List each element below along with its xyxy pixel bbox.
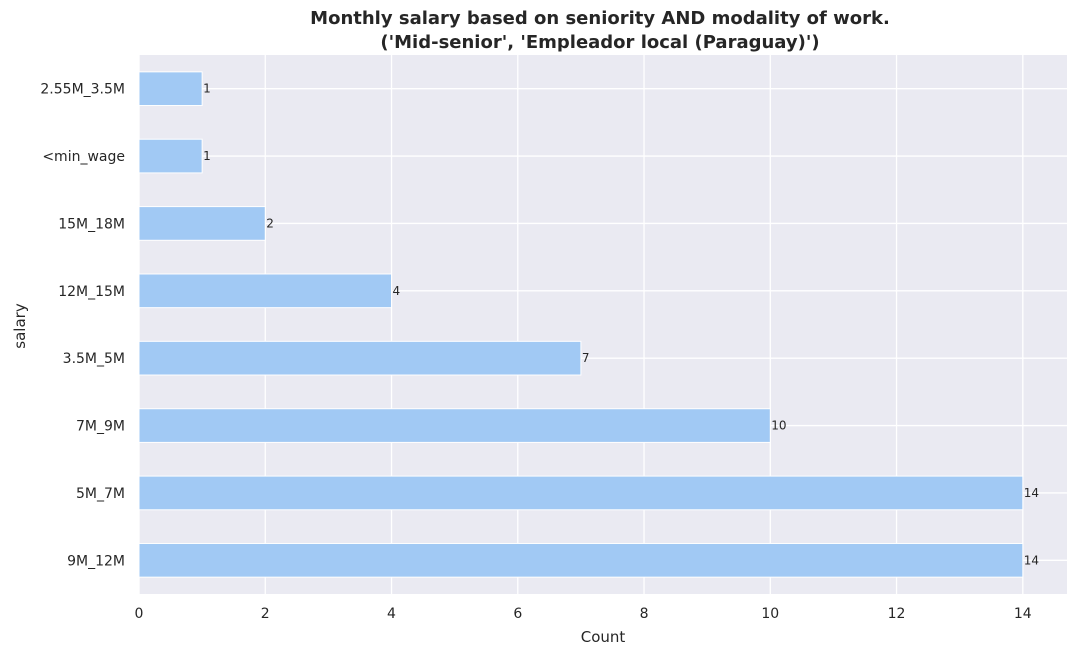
x-axis-tick-labels: 0 2 4 6 8 10 12 14 <box>135 606 1032 622</box>
x-tick-label: 2 <box>261 606 270 622</box>
x-tick-label: 12 <box>888 606 906 622</box>
bar-value-label: 1 <box>203 82 211 96</box>
chart-title: Monthly salary based on seniority AND mo… <box>310 8 890 29</box>
y-tick-label: 9M_12M <box>67 553 125 569</box>
bar <box>138 542 1024 578</box>
y-tick-label: 5M_7M <box>76 486 125 502</box>
y-tick-label: 15M_18M <box>58 216 125 232</box>
y-axis-tick-labels: 2.55M_3.5M <min_wage 15M_18M 12M_15M 3.5M_5M… <box>40 82 125 570</box>
y-tick-label: 12M_15M <box>58 284 125 300</box>
bar <box>138 340 582 376</box>
bar-value-label: 7 <box>582 351 590 365</box>
bar-value-label: 2 <box>266 216 274 230</box>
bar-value-label: 14 <box>1024 553 1039 567</box>
bar <box>138 71 203 107</box>
bar-value-label: 4 <box>393 284 401 298</box>
data-labels: 1 1 2 4 7 10 14 14 <box>203 82 1039 568</box>
bar <box>138 408 771 443</box>
chart-subtitle: ('Mid-senior', 'Empleador local (Paragua… <box>380 32 819 53</box>
bar-value-label: 1 <box>203 149 211 163</box>
x-tick-label: 6 <box>513 606 522 622</box>
x-tick-label: 10 <box>761 606 779 622</box>
y-axis-label: salary <box>11 303 29 349</box>
bar <box>138 138 203 174</box>
bar-value-label: 10 <box>771 419 786 433</box>
x-tick-label: 0 <box>135 606 144 622</box>
bars <box>138 71 1024 578</box>
y-tick-label: 7M_9M <box>76 419 125 435</box>
x-tick-label: 14 <box>1014 606 1032 622</box>
x-axis-label: Count <box>581 628 626 646</box>
bar <box>138 206 266 241</box>
bar-value-label: 14 <box>1024 486 1039 500</box>
bar <box>138 475 1024 511</box>
bar <box>138 273 393 309</box>
y-tick-label: 2.55M_3.5M <box>40 82 125 98</box>
x-tick-label: 4 <box>387 606 396 622</box>
y-tick-label: <min_wage <box>42 149 125 165</box>
plot-area <box>139 55 1067 594</box>
y-tick-label: 3.5M_5M <box>63 351 125 367</box>
x-tick-label: 8 <box>640 606 649 622</box>
